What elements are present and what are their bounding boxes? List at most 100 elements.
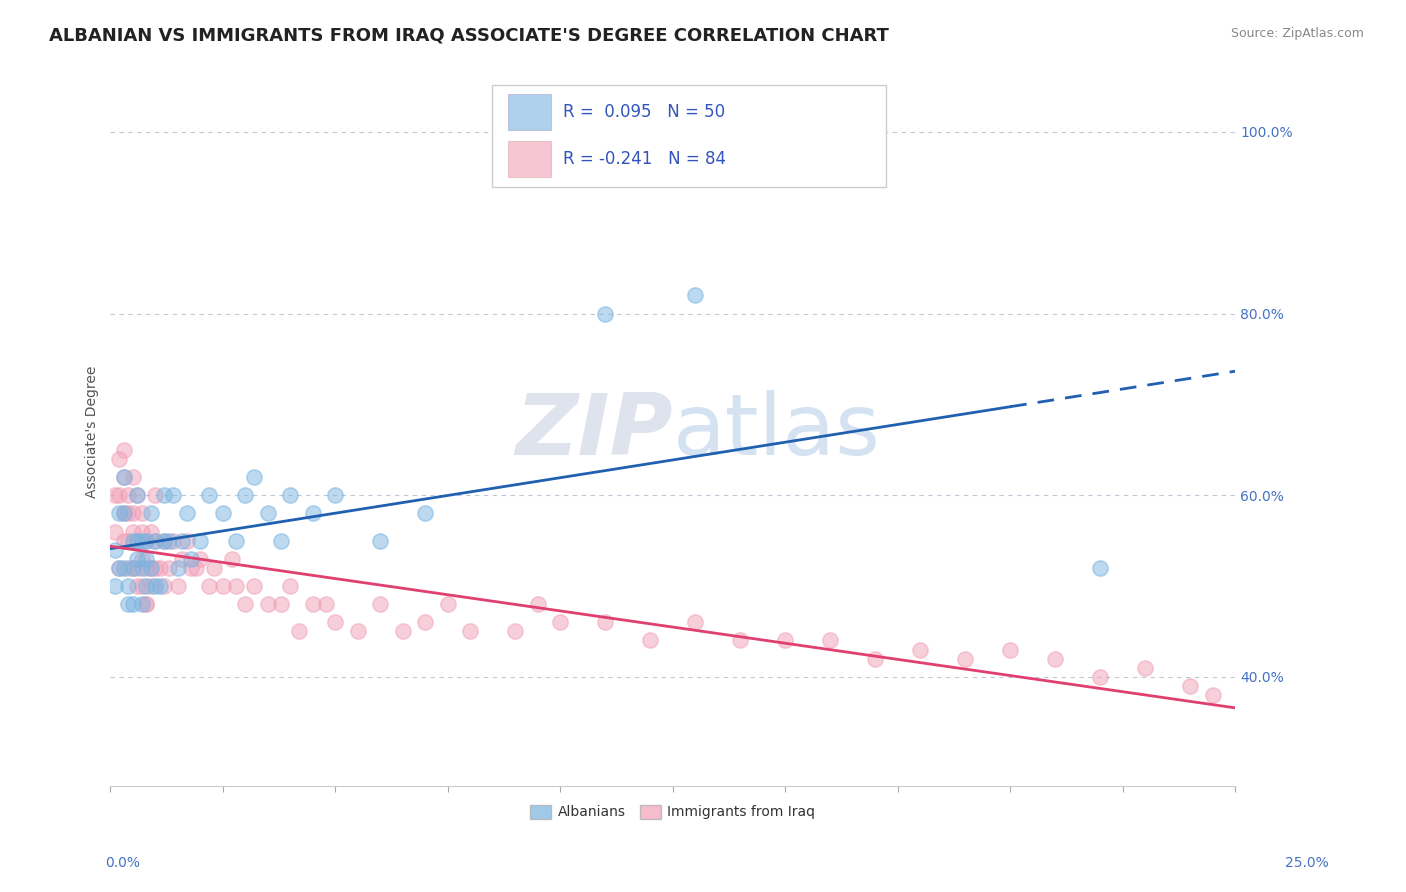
Point — [257, 506, 280, 520]
Point — [221, 551, 243, 566]
Point — [127, 488, 149, 502]
Point — [415, 615, 437, 630]
Point — [593, 615, 616, 630]
Point — [415, 506, 437, 520]
Point — [818, 633, 841, 648]
Point — [153, 579, 176, 593]
Point — [162, 488, 184, 502]
Point — [1201, 688, 1223, 702]
Point — [112, 506, 135, 520]
Point — [108, 561, 131, 575]
Point — [104, 524, 127, 539]
Point — [127, 533, 149, 548]
Point — [112, 470, 135, 484]
Text: Source: ZipAtlas.com: Source: ZipAtlas.com — [1230, 27, 1364, 40]
Point — [593, 307, 616, 321]
Point — [135, 597, 157, 611]
Point — [167, 561, 190, 575]
FancyBboxPatch shape — [508, 94, 551, 130]
Point — [370, 533, 392, 548]
Point — [117, 506, 139, 520]
Point — [135, 579, 157, 593]
Point — [104, 542, 127, 557]
Point — [863, 651, 886, 665]
Point — [638, 633, 661, 648]
Point — [122, 533, 145, 548]
Point — [257, 597, 280, 611]
Point — [122, 506, 145, 520]
Point — [460, 624, 482, 639]
Point — [122, 561, 145, 575]
Point — [127, 579, 149, 593]
Point — [127, 488, 149, 502]
Point — [280, 488, 302, 502]
Point — [157, 533, 180, 548]
Point — [131, 533, 153, 548]
Point — [1088, 670, 1111, 684]
Point — [112, 470, 135, 484]
Point — [108, 488, 131, 502]
Point — [149, 579, 172, 593]
Point — [325, 615, 347, 630]
Text: 0.0%: 0.0% — [105, 855, 141, 870]
Point — [149, 561, 172, 575]
Point — [225, 533, 247, 548]
FancyBboxPatch shape — [492, 85, 886, 187]
Point — [172, 551, 194, 566]
Point — [127, 533, 149, 548]
Point — [117, 579, 139, 593]
Point — [131, 551, 153, 566]
Point — [145, 533, 167, 548]
Point — [325, 488, 347, 502]
Point — [135, 551, 157, 566]
Point — [153, 533, 176, 548]
Point — [190, 551, 212, 566]
Text: ZIP: ZIP — [515, 390, 672, 473]
Point — [184, 561, 207, 575]
Point — [243, 470, 266, 484]
Point — [315, 597, 337, 611]
Point — [117, 533, 139, 548]
Point — [139, 579, 162, 593]
Point — [122, 561, 145, 575]
Point — [131, 506, 153, 520]
Point — [112, 533, 135, 548]
Point — [998, 642, 1021, 657]
Point — [503, 624, 526, 639]
Point — [212, 506, 235, 520]
Point — [1133, 661, 1156, 675]
Point — [112, 442, 135, 457]
Point — [302, 506, 325, 520]
Text: atlas: atlas — [672, 390, 880, 473]
Point — [112, 561, 135, 575]
Point — [683, 615, 706, 630]
Point — [176, 506, 198, 520]
Point — [180, 551, 202, 566]
Point — [548, 615, 571, 630]
Point — [108, 451, 131, 466]
Point — [1043, 651, 1066, 665]
Point — [908, 642, 931, 657]
Point — [108, 561, 131, 575]
Point — [198, 488, 221, 502]
Point — [176, 533, 198, 548]
Point — [437, 597, 460, 611]
Point — [104, 488, 127, 502]
Point — [131, 561, 153, 575]
Y-axis label: Associate's Degree: Associate's Degree — [86, 366, 100, 498]
Point — [104, 579, 127, 593]
Point — [135, 533, 157, 548]
Point — [135, 533, 157, 548]
Text: 25.0%: 25.0% — [1285, 855, 1329, 870]
Point — [117, 561, 139, 575]
Point — [112, 506, 135, 520]
Point — [243, 579, 266, 593]
Text: ALBANIAN VS IMMIGRANTS FROM IRAQ ASSOCIATE'S DEGREE CORRELATION CHART: ALBANIAN VS IMMIGRANTS FROM IRAQ ASSOCIA… — [49, 27, 889, 45]
Point — [122, 524, 145, 539]
Point — [202, 561, 225, 575]
Point — [117, 597, 139, 611]
Point — [302, 597, 325, 611]
Text: R = -0.241   N = 84: R = -0.241 N = 84 — [562, 150, 725, 168]
Point — [145, 488, 167, 502]
Point — [225, 579, 247, 593]
